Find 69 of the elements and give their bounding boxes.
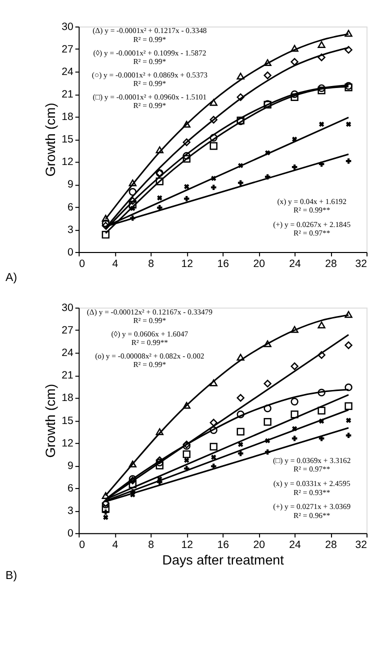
- x-tick-label: 24: [289, 539, 302, 552]
- annotation: R² = 0.99**: [131, 338, 168, 348]
- annotation: (x) y = 0.04x + 1.6192: [277, 197, 347, 206]
- x-tick-label: 4: [112, 539, 118, 552]
- text: A): [6, 272, 18, 284]
- annotation: R² = 0.97**: [294, 228, 330, 238]
- y-tick-label: 27: [62, 324, 74, 337]
- annotation: (◊) y = -0.0001x² + 0.1099x - 1.5872: [93, 48, 206, 58]
- x-tick-label: 16: [217, 539, 230, 552]
- annotation: R² = 0.97**: [294, 464, 330, 474]
- x-tick-label: 12: [181, 258, 194, 270]
- x-tick-label: 4: [112, 258, 118, 270]
- annotation: (Δ) y = -0.0001x² + 0.1217x - 0.3348: [92, 26, 207, 36]
- annotation: R² = 0.99**: [294, 206, 330, 215]
- x-tick-label: 32: [355, 539, 368, 552]
- x-tick-label: 20: [253, 539, 266, 552]
- x-tick-label: 12: [181, 539, 194, 552]
- annotation: (○) y = -0.0001x² + 0.0869x + 0.5373: [92, 70, 208, 80]
- annotation: (□) y = -0.0001x² + 0.0960x - 1.5101: [92, 92, 207, 102]
- x-tick-label: 16: [217, 258, 230, 270]
- x-tick-label: 24: [289, 258, 302, 270]
- y-tick-label: 6: [68, 482, 74, 494]
- annotation: R² = 0.99*: [133, 34, 166, 44]
- annotation: R² = 0.99*: [133, 101, 166, 110]
- x-tick-label: 0: [79, 258, 86, 270]
- x-tick-label: 28: [325, 539, 338, 552]
- y-tick-label: 12: [62, 437, 74, 450]
- annotation: R² = 0.99*: [133, 316, 166, 326]
- annotation: (o) y = -0.00008x² + 0.082x - 0.002: [95, 352, 204, 361]
- annotation: (Δ) y = -0.00012x² + 0.12167x - 0.33479: [86, 307, 213, 316]
- y-tick-label: 9: [68, 460, 74, 472]
- y-tick-label: 3: [68, 504, 74, 517]
- x-tick-label: 28: [325, 258, 338, 270]
- x-tick-label: 20: [253, 258, 266, 270]
- annotation: R² = 0.99*: [133, 56, 166, 66]
- annotation: R² = 0.99*: [133, 79, 166, 88]
- y-tick-label: 9: [68, 178, 74, 191]
- y-axis-title: Growth (cm): [42, 102, 58, 177]
- x-axis-title: Days after treatment: [162, 552, 284, 568]
- annotation: (+) y = 0.0271x + 3.0369: [273, 502, 351, 512]
- y-tick-label: 0: [68, 246, 74, 258]
- y-tick-label: 30: [62, 20, 74, 33]
- text: B): [6, 570, 18, 582]
- annotation: R² = 0.93**: [294, 488, 330, 497]
- y-tick-label: 24: [62, 66, 74, 78]
- annotation: (+) y = 0.0267x + 2.1845: [273, 220, 351, 230]
- y-tick-label: 27: [62, 43, 74, 56]
- x-tick-label: 0: [79, 539, 86, 552]
- annotation: R² = 0.99*: [133, 360, 166, 370]
- y-tick-label: 21: [62, 88, 74, 101]
- y-tick-label: 21: [62, 370, 74, 382]
- annotation: (x) y = 0.0331x + 2.4595: [273, 479, 350, 488]
- y-tick-label: 18: [62, 392, 74, 404]
- y-tick-label: 12: [62, 156, 74, 168]
- y-tick-label: 24: [62, 347, 74, 360]
- x-tick-label: 8: [148, 258, 154, 270]
- y-tick-label: 15: [62, 414, 74, 427]
- x-tick-label: 32: [355, 258, 368, 270]
- y-tick-label: 18: [62, 111, 74, 124]
- y-tick-label: 3: [68, 224, 74, 236]
- annotation: (◊) y = 0.0606x + 1.6047: [111, 329, 188, 338]
- y-tick-label: 0: [68, 527, 74, 540]
- annotation: R² = 0.96**: [294, 510, 330, 520]
- y-axis-title: Growth (cm): [42, 384, 58, 458]
- x-tick-label: 8: [148, 539, 154, 552]
- y-tick-label: 6: [68, 201, 74, 214]
- y-tick-label: 30: [62, 302, 74, 314]
- annotation: (□) y = 0.0369x + 3.3162: [272, 456, 351, 466]
- y-tick-label: 15: [62, 134, 74, 146]
